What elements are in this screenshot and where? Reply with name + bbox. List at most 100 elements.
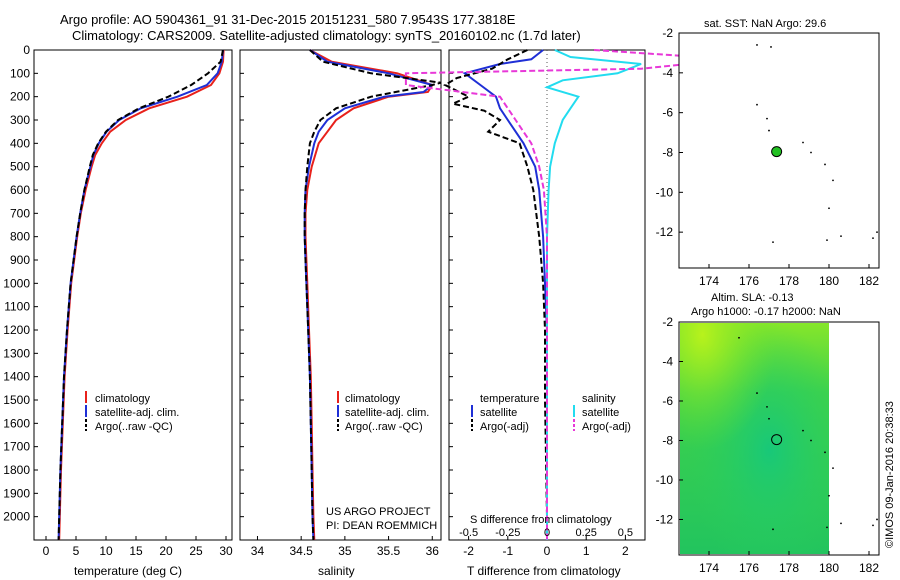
- map-y-tick-label: -8: [662, 433, 673, 447]
- difference-x-axis: -2 -1 0 1 2: [463, 536, 629, 558]
- island-dot: [840, 235, 842, 238]
- island-dot: [756, 103, 758, 106]
- salinity-axes: [239, 49, 442, 541]
- depth-tick-label: 1600: [3, 416, 30, 430]
- legend-argo-label: Argo(..raw -QC): [95, 421, 173, 433]
- depth-tick-label: 1700: [3, 440, 30, 454]
- x-tick-label: 15: [129, 544, 143, 558]
- x-tick-label: 0: [544, 544, 551, 558]
- depth-tick-label: 1900: [3, 486, 30, 500]
- legend-salinity-heading: salinity: [582, 393, 616, 405]
- island-dot: [772, 241, 774, 244]
- salinity-x-axis: 34 34.5 35 35.5 36: [251, 536, 439, 558]
- x-tick-label: 30: [219, 544, 233, 558]
- map-x-tick-label: 178: [779, 561, 799, 575]
- island-dot: [832, 179, 834, 182]
- island-dot: [756, 44, 758, 46]
- top-tick-label: -0.25: [495, 527, 520, 539]
- map-y-tick-label: -12: [656, 225, 674, 239]
- map-x-tick-label: 174: [699, 561, 719, 575]
- header-line2: Climatology: CARS2009. Satellite-adjuste…: [72, 28, 581, 43]
- legend-temperature-heading: temperature: [480, 393, 539, 405]
- salinity-legend: climatology satellite-adj. clim. Argo(..…: [337, 391, 429, 433]
- x-tick-label: 10: [99, 544, 113, 558]
- x-tick-label: 25: [189, 544, 203, 558]
- depth-tick-label: 800: [10, 230, 30, 244]
- temperature-xlabel: temperature (deg C): [74, 564, 182, 578]
- depth-tick-label: 0: [23, 43, 30, 57]
- map-y-tick-label: -6: [662, 394, 673, 408]
- series-line-climatology: [58, 49, 225, 541]
- legend-s-satellite-label: satellite: [582, 407, 619, 419]
- map-x-tick-label: 180: [819, 274, 839, 288]
- sla-map-title-line2: Argo h1000: -0.17 h2000: NaN: [691, 306, 841, 318]
- island-dot: [802, 141, 804, 144]
- top-tick-label: 0.5: [618, 527, 633, 539]
- sst-map-title: sat. SST: NaN Argo: 29.6: [704, 18, 826, 30]
- island-dot: [768, 129, 770, 132]
- x-tick-label: 34: [251, 544, 265, 558]
- depth-tick-label: 2000: [3, 510, 30, 524]
- island-dot: [828, 207, 830, 210]
- depth-tick-label: 1000: [3, 276, 30, 290]
- salinity-panel: 34 34.5 35 35.5 36 salinity climatology sate…: [239, 49, 442, 578]
- depth-tick-label: 600: [10, 183, 30, 197]
- temperature-lines: [57, 49, 225, 541]
- sla-map: Altim. SLA: -0.13 Argo h1000: -0.17 h200…: [656, 292, 880, 575]
- island-dot: [810, 439, 812, 442]
- map-x-tick-label: 178: [779, 274, 799, 288]
- island-dot: [766, 406, 768, 408]
- difference-top-label: S difference from climatology: [470, 514, 612, 526]
- legend-s-argo-label: Argo(-adj): [582, 421, 631, 433]
- island-dot: [810, 151, 812, 154]
- map-x-tick-label: 182: [859, 274, 879, 288]
- map-y-tick-label: -8: [662, 145, 673, 159]
- island-dot: [770, 46, 772, 48]
- island-dot: [832, 467, 834, 470]
- map-y-tick-label: -12: [656, 512, 674, 526]
- island-dot: [872, 237, 874, 240]
- x-tick-label: 35: [338, 544, 352, 558]
- map-y-tick-label: -10: [656, 473, 674, 487]
- x-tick-label: 34.5: [289, 544, 313, 558]
- legend-climatology-label: climatology: [95, 393, 151, 405]
- difference-xlabel: T difference from climatology: [467, 564, 621, 578]
- temperature-panel: 0100200300400500600700800900100011001200…: [3, 43, 453, 578]
- depth-axis: 0 100 200 300 400 500 600 700 800 900 1000 1100 1200…: [3, 43, 453, 524]
- island-dot: [738, 336, 740, 339]
- depth-tick-label: 200: [10, 90, 30, 104]
- credit-line1: US ARGO PROJECT: [326, 506, 431, 518]
- series-line-temperature-argo-adj-: [443, 49, 548, 540]
- depth-tick-label: 1800: [3, 463, 30, 477]
- sst-map: sat. SST: NaN Argo: 29.6 174 176 178 180 182…: [656, 18, 880, 288]
- legend-climatology-label: climatology: [345, 393, 401, 405]
- depth-tick-label: 700: [10, 206, 30, 220]
- island-dot: [872, 524, 874, 527]
- x-tick-label: 2: [622, 544, 629, 558]
- island-dot: [756, 392, 758, 394]
- legend-t-argo-label: Argo(-adj): [480, 421, 529, 433]
- salinity-lines: [303, 49, 442, 541]
- depth-tick-label: 1200: [3, 323, 30, 337]
- island-dot: [826, 526, 828, 529]
- map-y-tick-label: -2: [662, 26, 673, 40]
- sla-field-highlight: [680, 323, 829, 554]
- map-y-tick-label: -4: [662, 66, 673, 80]
- sla-map-title-line1: Altim. SLA: -0.13: [711, 292, 794, 304]
- map-x-tick-label: 174: [699, 274, 719, 288]
- depth-tick-label: 1100: [4, 300, 30, 314]
- temperature-legend: climatology satellite-adj. clim. Argo(..…: [85, 391, 179, 433]
- map-x-tick-label: 176: [739, 274, 759, 288]
- difference-panel: -2 -1 0 1 2 S difference from climatology -0…: [404, 49, 736, 578]
- sst-map-ticks: 174 176 178 180 182 -2 -4 -6 -8 -10 -12: [656, 26, 880, 288]
- legend-satellite-label: satellite-adj. clim.: [345, 407, 429, 419]
- x-tick-label: -1: [502, 544, 513, 558]
- series-line-salinity-satellite: [544, 49, 642, 540]
- depth-tick-label: 1300: [3, 346, 30, 360]
- sla-map-islands: [738, 336, 878, 531]
- s-difference-axis: -0.5 -0.25 0 0.25 0.5: [459, 527, 633, 539]
- top-tick-label: -0.5: [459, 527, 478, 539]
- depth-tick-label: 300: [10, 113, 30, 127]
- legend-argo-label: Argo(..raw -QC): [345, 421, 423, 433]
- map-y-tick-label: -10: [656, 185, 674, 199]
